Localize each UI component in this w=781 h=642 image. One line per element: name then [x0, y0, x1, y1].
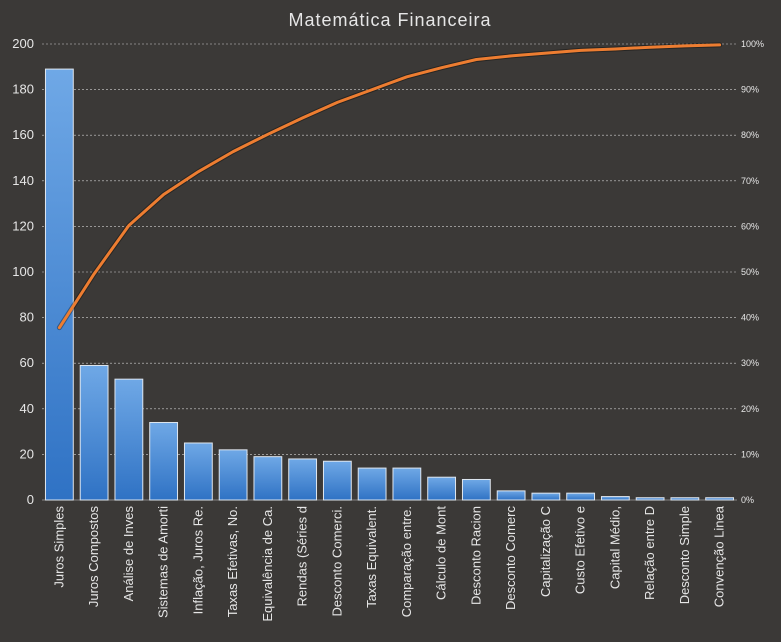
right-tick-label: 40% [741, 313, 759, 323]
category-label: Juros Simples [51, 506, 66, 588]
category-label: Desconto Simple [677, 506, 692, 604]
right-tick-label: 10% [741, 449, 759, 459]
category-label: Comparação entre. [399, 506, 414, 617]
category-label: Convenção Linea [712, 505, 727, 607]
bar [357, 467, 387, 501]
right-tick-label: 90% [741, 85, 759, 95]
bar [670, 497, 700, 501]
right-tick-label: 0% [741, 495, 754, 505]
left-tick-label: 60 [20, 355, 34, 370]
category-label: Inflação, Juros Re. [190, 506, 205, 614]
right-tick-label: 50% [741, 267, 759, 277]
left-y-axis: 0 20 40 60 80 100 120 140 160 180 200 [12, 36, 34, 507]
left-tick-label: 0 [27, 492, 34, 507]
category-label: Equivalência de Ca. [260, 506, 275, 622]
bar [288, 458, 318, 501]
left-tick-label: 80 [20, 310, 34, 325]
right-tick-label: 100% [741, 39, 764, 49]
category-label: Cálculo de Mont [434, 506, 449, 600]
bar [531, 492, 561, 501]
left-tick-label: 120 [12, 218, 34, 233]
category-label: Juros Compostos [86, 506, 101, 608]
bar [635, 497, 665, 501]
category-label: Capital Médio, [607, 506, 622, 589]
left-tick-label: 20 [20, 446, 34, 461]
category-label: Rendas (Séries d [295, 506, 310, 606]
bar [496, 490, 526, 501]
bar [461, 478, 491, 501]
category-label: Relação entre D [642, 506, 657, 600]
bar [600, 496, 630, 501]
cumulative-line-shadow [56, 42, 723, 331]
category-label: Capitalização C [538, 506, 553, 597]
right-tick-label: 30% [741, 358, 759, 368]
category-label: Análise de Inves [121, 506, 136, 602]
left-tick-label: 200 [12, 36, 34, 51]
right-tick-label: 20% [741, 404, 759, 414]
bar [427, 476, 457, 501]
left-tick-label: 40 [20, 401, 34, 416]
cumulative-line [57, 43, 722, 330]
bar-series [44, 68, 735, 501]
bar [253, 456, 283, 501]
left-tick-label: 100 [12, 264, 34, 279]
bar [44, 68, 74, 501]
left-tick-label: 180 [12, 82, 34, 97]
right-tick-label: 70% [741, 176, 759, 186]
bar [218, 449, 248, 501]
right-y-axis: 0% 10% 20% 30% 40% 50% 60% 70% 80% 90% 100% [741, 39, 764, 505]
cumulative-line-series [56, 42, 723, 331]
bar [705, 497, 735, 501]
x-axis: Juros Simples Juros Compostos Análise de I… [51, 505, 726, 621]
left-tick-label: 160 [12, 127, 34, 142]
category-label: Taxas Equivalent. [364, 506, 379, 608]
category-label: Desconto Racion [468, 506, 483, 605]
right-tick-label: 80% [741, 130, 759, 140]
bar [114, 378, 144, 501]
category-label: Sistemas de Amorti [156, 506, 171, 618]
category-label: Custo Efetivo e [573, 506, 588, 594]
bar [149, 421, 179, 501]
bar [566, 492, 596, 501]
bar [322, 460, 352, 501]
category-label: Taxas Efetivas, No. [225, 506, 240, 617]
right-tick-label: 60% [741, 221, 759, 231]
category-label: Desconto Comerci. [329, 506, 344, 617]
left-tick-label: 140 [12, 173, 34, 188]
bar [79, 364, 109, 501]
bar [392, 467, 422, 501]
chart-title: Matemática Financeira [288, 10, 491, 30]
bar [183, 442, 213, 501]
category-label: Desconto Comerc [503, 506, 518, 611]
gridlines [42, 43, 737, 501]
